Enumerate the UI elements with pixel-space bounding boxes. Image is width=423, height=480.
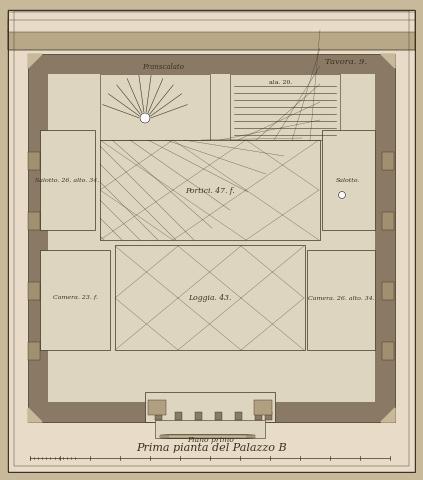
Text: Franscalato: Franscalato (142, 63, 184, 71)
Bar (382, 342, 394, 360)
Bar (40, 250, 110, 350)
Bar (160, 435, 255, 438)
Bar (230, 74, 340, 140)
Bar (166, 435, 249, 438)
Bar (8, 12, 415, 50)
Circle shape (140, 113, 150, 123)
Text: ala. 20.: ala. 20. (269, 80, 293, 84)
Bar (254, 400, 272, 415)
Text: Camera. 26. alto. 34.: Camera. 26. alto. 34. (308, 296, 374, 300)
Text: Salotto.: Salotto. (336, 178, 360, 182)
Text: Piano primo: Piano primo (187, 436, 234, 444)
Text: Salotto. 26. alto. 34.: Salotto. 26. alto. 34. (35, 178, 99, 182)
Bar (382, 282, 394, 300)
Bar (195, 412, 202, 420)
Bar (155, 420, 265, 438)
Bar (235, 412, 242, 420)
Bar (162, 435, 253, 438)
Bar (28, 282, 40, 300)
Polygon shape (381, 54, 395, 68)
Bar (48, 74, 375, 402)
Bar (382, 152, 394, 170)
Polygon shape (28, 408, 42, 422)
Bar (8, 20, 415, 32)
Bar (40, 130, 95, 230)
Text: Portici. 47. f.: Portici. 47. f. (185, 187, 235, 195)
Bar (168, 435, 247, 438)
Bar (255, 412, 262, 420)
Bar (307, 250, 375, 350)
Bar (265, 412, 272, 420)
Text: Tavora. 9.: Tavora. 9. (325, 58, 367, 66)
Bar (164, 435, 251, 438)
Bar (175, 412, 182, 420)
Polygon shape (381, 408, 395, 422)
Bar (145, 392, 275, 422)
Text: Prima pianta del Palazzo B: Prima pianta del Palazzo B (136, 443, 286, 453)
Bar (100, 74, 210, 140)
Bar (28, 212, 40, 230)
Bar (148, 400, 166, 415)
Bar (382, 212, 394, 230)
Bar (155, 412, 162, 420)
Bar (28, 342, 40, 360)
Text: Camera. 23. f.: Camera. 23. f. (52, 296, 97, 300)
Circle shape (338, 192, 346, 199)
Bar (28, 54, 395, 422)
Bar (8, 30, 415, 50)
Bar (100, 140, 320, 240)
Text: Loggia. 43.: Loggia. 43. (188, 294, 232, 302)
Bar (28, 152, 40, 170)
Bar (215, 412, 222, 420)
Bar (322, 130, 375, 230)
Polygon shape (28, 54, 42, 68)
Bar (115, 245, 305, 350)
